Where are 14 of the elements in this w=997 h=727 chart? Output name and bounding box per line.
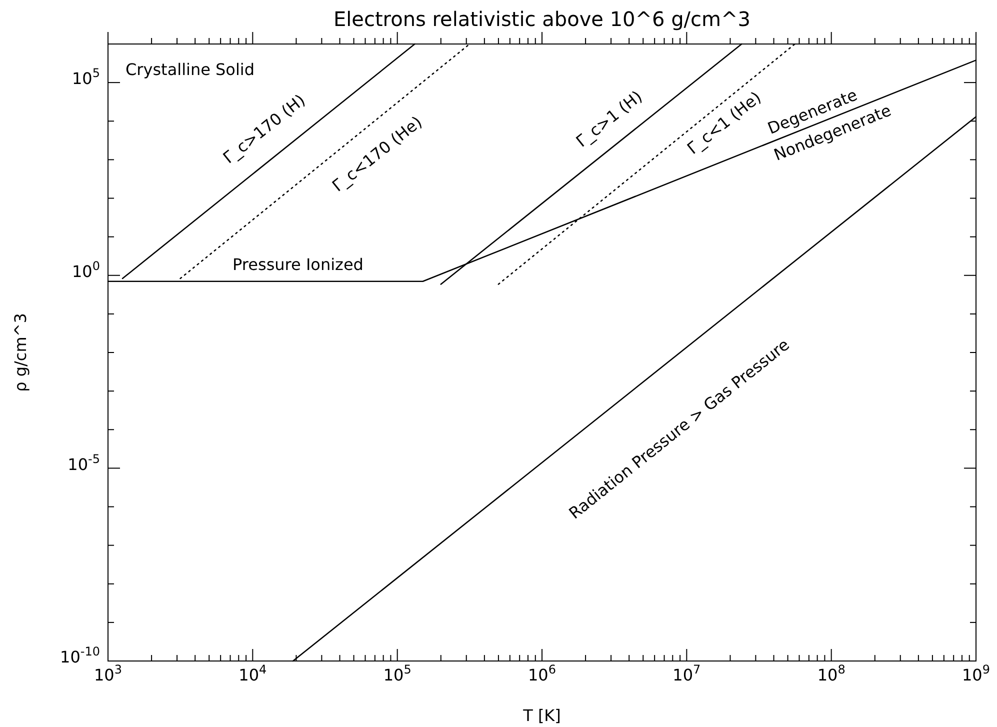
- y-axis-title: ρ g/cm^3: [11, 313, 30, 392]
- y-tick-label: 10$^{-5}$: [68, 452, 100, 474]
- x-tick-label: 10$^{9}$: [962, 662, 990, 684]
- chart-title: Electrons relativistic above 10^6 g/cm^3: [333, 7, 751, 31]
- y-tick-label: 10$^{5}$: [72, 66, 100, 88]
- y-tick-label: 10$^{0}$: [72, 258, 100, 281]
- x-tick-label: 10$^{5}$: [383, 662, 412, 684]
- x-tick-label: 10$^{4}$: [238, 662, 267, 684]
- annotation: Pressure Ionized: [232, 255, 364, 274]
- x-tick-label: 10$^{7}$: [672, 662, 701, 684]
- x-axis-title: T [K]: [522, 706, 561, 725]
- x-tick-label: 10$^{8}$: [817, 662, 846, 684]
- x-tick-label: 10$^{6}$: [528, 662, 556, 684]
- annotation: Crystalline Solid: [125, 60, 255, 80]
